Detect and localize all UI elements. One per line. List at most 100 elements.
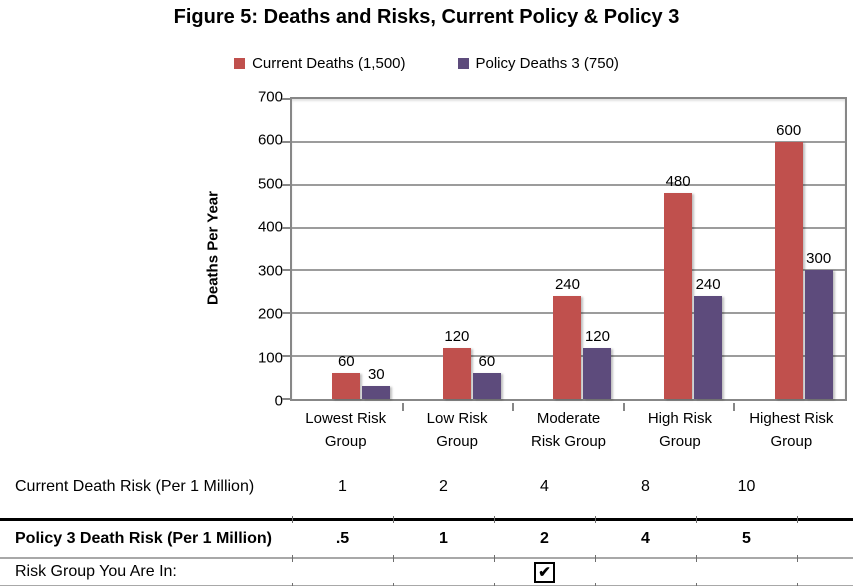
separator-gray-top xyxy=(0,555,853,562)
category-group: 60 30 xyxy=(306,99,417,399)
bar-series1-cat3: 240 xyxy=(553,276,582,399)
y-tick-label: 500 xyxy=(257,175,283,193)
separator-column-tick xyxy=(292,516,293,523)
figure-title: Figure 5: Deaths and Risks, Current Poli… xyxy=(173,6,680,28)
legend-swatch-purple-icon xyxy=(457,58,469,69)
x-axis-category-label: Low Risk Group xyxy=(426,410,488,450)
y-axis-tick-mark xyxy=(282,312,290,315)
separator-column-tick xyxy=(494,516,495,523)
table-row-risk-group-you-are-in: Risk Group You Are In: ✔ xyxy=(0,559,853,585)
separator-column-tick xyxy=(393,555,394,562)
legend-swatch-red-icon xyxy=(234,58,246,69)
y-tick-label: 600 xyxy=(257,131,283,149)
bar-series1-cat4: 480 xyxy=(664,173,693,399)
x-axis-category-label: Moderate Risk Group xyxy=(531,410,607,450)
category-group: 480 240 xyxy=(638,99,749,399)
y-axis-tick-mark xyxy=(282,140,290,143)
bars-row: 60 30 120 60 240 120 480 240 600 300 xyxy=(292,99,845,399)
y-tick-label: 200 xyxy=(257,305,283,323)
separator-column-tick xyxy=(797,516,798,523)
chart-legend: Current Deaths (1,500) Policy Deaths 3 (… xyxy=(0,55,853,72)
bar-series2-cat5: 300 xyxy=(804,250,833,399)
bar-series1-cat2: 120 xyxy=(442,328,471,399)
table-cell: 2 xyxy=(439,477,448,495)
table-cell: .5 xyxy=(335,530,350,547)
bar-value-label: 60 xyxy=(337,353,355,371)
separator-column-tick xyxy=(696,555,697,562)
table-cell: 8 xyxy=(641,477,650,495)
y-axis-ticks: 0 100 200 300 400 500 600 700 xyxy=(0,90,283,409)
separator-column-tick xyxy=(696,583,697,586)
risk-group-checkbox[interactable]: ✔ xyxy=(534,561,555,583)
bar-series1-cat1: 60 xyxy=(332,353,361,399)
y-axis-tick-mark xyxy=(282,269,290,272)
bar-value-label: 120 xyxy=(584,327,610,345)
bar-value-label: 30 xyxy=(367,366,385,384)
y-tick-label: 300 xyxy=(257,262,283,280)
bar-value-label: 300 xyxy=(806,250,832,268)
gridline xyxy=(292,269,845,272)
separator-column-tick xyxy=(595,583,596,586)
table-cell: 4 xyxy=(641,530,650,547)
separator-column-tick xyxy=(797,583,798,586)
separator-column-tick xyxy=(292,555,293,562)
category-group: 120 60 xyxy=(417,99,528,399)
bar-value-label: 240 xyxy=(554,276,580,294)
separator-column-tick xyxy=(797,555,798,562)
separator-column-tick xyxy=(494,583,495,586)
separator-black xyxy=(0,516,853,523)
row-label-policy-3-death-risk: Policy 3 Death Risk (Per 1 Million) xyxy=(15,530,272,547)
legend-label-policy-deaths-3: Policy Deaths 3 (750) xyxy=(475,55,619,72)
y-axis-tick-mark xyxy=(282,355,290,358)
bar-series2-cat3: 120 xyxy=(583,328,612,399)
gridline xyxy=(292,226,845,229)
category-group: 600 300 xyxy=(748,99,853,399)
table-cell: 1 xyxy=(439,530,448,547)
x-axis-tick-mark xyxy=(733,403,736,411)
table-cell: 2 xyxy=(540,530,549,547)
legend-item-current-deaths: Current Deaths (1,500) xyxy=(234,55,406,72)
separator-column-tick xyxy=(393,583,394,586)
y-axis-tick-mark xyxy=(282,183,290,186)
gridline xyxy=(292,183,845,186)
separator-column-tick xyxy=(595,516,596,523)
y-axis-tick-mark xyxy=(282,226,290,229)
table-cell: 1 xyxy=(338,477,347,495)
x-axis-category-label: Highest Risk Group xyxy=(749,410,834,450)
legend-label-current-deaths: Current Deaths (1,500) xyxy=(252,55,406,72)
checkmark-icon: ✔ xyxy=(538,563,551,581)
x-axis-tick-mark xyxy=(622,403,625,411)
legend-item-policy-deaths-3: Policy Deaths 3 (750) xyxy=(457,55,619,72)
row-label-risk-group-you-are-in: Risk Group You Are In: xyxy=(15,563,177,580)
bar-value-label: 240 xyxy=(695,276,721,294)
separator-column-tick xyxy=(494,555,495,562)
bar-value-label: 480 xyxy=(665,173,691,191)
bar-value-label: 600 xyxy=(776,121,802,139)
category-group: 240 120 xyxy=(527,99,638,399)
bar-series1-cat5: 600 xyxy=(774,122,803,399)
y-axis-tick-mark xyxy=(282,398,290,400)
separator-column-tick xyxy=(393,516,394,523)
table-cell: 10 xyxy=(737,477,756,495)
bar-value-label: 120 xyxy=(444,327,470,345)
y-tick-label: 700 xyxy=(257,88,283,106)
bar-series2-cat4: 240 xyxy=(694,276,723,399)
table-row-current-death-risk: Current Death Risk (Per 1 Million) 1 2 4… xyxy=(0,455,853,518)
bar-series2-cat2: 60 xyxy=(472,353,501,399)
separator-column-tick xyxy=(696,516,697,523)
x-axis-labels: Lowest Risk Group Low Risk Group Moderate … xyxy=(290,407,847,453)
gridline xyxy=(292,140,845,143)
bar-series2-cat1: 30 xyxy=(362,366,391,399)
bar-value-label: 60 xyxy=(478,353,496,371)
table-row-policy-3-death-risk: Policy 3 Death Risk (Per 1 Million) .5 1… xyxy=(0,521,853,557)
risk-table: Current Death Risk (Per 1 Million) 1 2 4… xyxy=(0,455,853,586)
table-cell: 5 xyxy=(742,530,751,547)
table-cell: 4 xyxy=(540,477,549,495)
separator-column-tick xyxy=(595,555,596,562)
x-axis-category-label: High Risk Group xyxy=(647,410,713,450)
row-label-current-death-risk: Current Death Risk (Per 1 Million) xyxy=(15,477,255,495)
x-axis-tick-mark xyxy=(401,403,404,411)
y-tick-label: 400 xyxy=(257,218,283,236)
x-axis-category-label: Lowest Risk Group xyxy=(305,410,387,450)
